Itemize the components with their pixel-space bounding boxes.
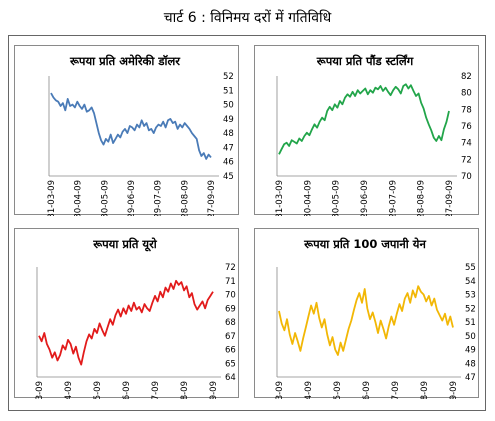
x-tick-label: 29-06-09	[362, 381, 372, 399]
x-tick-label: 28-08-09	[420, 381, 430, 399]
chart-title-eur: रूपया प्रति यूरो	[93, 237, 157, 251]
y-tick-label: 72	[225, 263, 236, 273]
y-tick-label: 53	[465, 291, 476, 301]
x-tick-label: 29-06-09	[127, 180, 137, 216]
x-tick-label: 31-03-09	[35, 381, 45, 399]
x-tick-label: 29-07-09	[151, 381, 161, 399]
x-tick-label: 31-03-09	[275, 180, 285, 216]
y-tick-label: 66	[225, 346, 236, 356]
x-tick-label: 28-08-09	[417, 180, 427, 216]
x-tick-label: 29-06-09	[360, 180, 370, 216]
y-tick-label: 65	[225, 359, 236, 369]
y-tick-label: 47	[465, 373, 476, 383]
series-line	[50, 92, 212, 160]
x-tick-label: 29-07-09	[391, 381, 401, 399]
y-tick-label: 70	[461, 172, 472, 182]
y-tick-label: 67	[225, 332, 236, 342]
x-tick-label: 30-04-09	[64, 381, 74, 399]
chart-svg-gbp: 82 80 78 76 74 72 70 31-03-09 30-04-09 30-05-09 29…	[275, 72, 472, 216]
y-tick-label: 70	[225, 291, 236, 301]
y-tick-label: 52	[223, 72, 234, 82]
y-tick-label: 74	[461, 139, 472, 149]
x-tick-label: 28-08-09	[180, 180, 190, 216]
chart-title-gbp: रूपया प्रति पौंड स्टर्लिंग	[316, 54, 414, 68]
x-tick-label: 30-05-09	[100, 180, 110, 216]
x-tick-label: 27-09-09	[445, 180, 455, 216]
y-tick-label: 72	[461, 155, 472, 165]
chart-title-usd: रूपया प्रति अमेरिकी डॉलर	[70, 54, 180, 68]
x-tick-label: 28-08-09	[180, 381, 190, 399]
x-tick-label: 30-04-09	[304, 381, 314, 399]
x-tick-label: 27-09-09	[209, 381, 219, 399]
chart-title-jpy: रूपया प्रति 100 जपानी येन	[304, 237, 426, 251]
x-tick-label: 30-05-09	[333, 381, 343, 399]
x-tick-label: 29-07-09	[154, 180, 164, 216]
x-tick-label: 30-05-09	[332, 180, 342, 216]
x-tick-label: 27-09-09	[449, 381, 459, 399]
y-tick-label: 51	[465, 318, 476, 328]
y-tick-label: 64	[225, 373, 236, 383]
chart-panel-gbp: रूपया प्रति पौंड स्टर्लिंग 82 80 78 76 74 72 7…	[254, 45, 479, 216]
figure-title: चार्ट 6 : विनिमय दरों में गतिविधि	[163, 10, 332, 26]
y-tick-label: 52	[465, 304, 476, 314]
y-tick-label: 76	[461, 122, 472, 132]
y-tick-label: 51	[223, 86, 234, 96]
chart-svg-usd: 52 51 50 49 48 47 46 45 31-03-09 30-04-09 30-05-09…	[47, 72, 234, 216]
x-tick-label: 30-04-09	[74, 180, 84, 216]
y-tick-label: 68	[225, 318, 236, 328]
y-tick-label: 78	[461, 105, 472, 115]
chart-panel-eur: रूपया प्रति यूरो 72 71 70 69 68 67 66 65 64 31-03…	[14, 228, 239, 399]
y-tick-label: 50	[223, 101, 234, 111]
y-tick-label: 55	[465, 263, 476, 273]
y-tick-label: 54	[465, 277, 476, 287]
chart-svg-jpy: 55 54 53 52 51 50 49 48 47 31-03-09 30-04-09 30-05-…	[275, 263, 476, 399]
x-tick-label: 27-09-09	[207, 180, 217, 216]
y-tick-label: 80	[461, 89, 472, 99]
chart-svg-eur: 72 71 70 69 68 67 66 65 64 31-03-09 30-04-09 30-05-…	[35, 263, 236, 399]
x-tick-label: 29-07-09	[388, 180, 398, 216]
y-tick-label: 82	[461, 72, 472, 82]
y-tick-label: 69	[225, 304, 236, 314]
y-tick-label: 71	[225, 277, 236, 287]
x-tick-label: 31-03-09	[47, 180, 57, 216]
y-tick-label: 49	[465, 346, 476, 356]
y-tick-label: 48	[465, 359, 476, 369]
charts-frame: रूपया प्रति अमेरिकी डॉलर 52 51 50 49 48 47 46 4…	[8, 35, 486, 411]
series-line	[278, 83, 450, 155]
chart-panel-jpy: रूपया प्रति 100 जपानी येन 55 54 53 52 51 50 49…	[254, 228, 479, 399]
series-line	[278, 285, 454, 356]
y-tick-label: 49	[223, 115, 234, 125]
series-line	[38, 279, 214, 366]
x-tick-label: 29-06-09	[122, 381, 132, 399]
y-tick-label: 45	[223, 172, 234, 182]
x-tick-label: 30-05-09	[93, 381, 103, 399]
x-tick-label: 31-03-09	[275, 381, 285, 399]
y-tick-label: 48	[223, 129, 234, 139]
y-tick-label: 46	[223, 158, 234, 168]
y-tick-label: 50	[465, 332, 476, 342]
y-tick-label: 47	[223, 143, 234, 153]
x-tick-label: 30-04-09	[303, 180, 313, 216]
chart-panel-usd: रूपया प्रति अमेरिकी डॉलर 52 51 50 49 48 47 46 4…	[14, 45, 239, 216]
